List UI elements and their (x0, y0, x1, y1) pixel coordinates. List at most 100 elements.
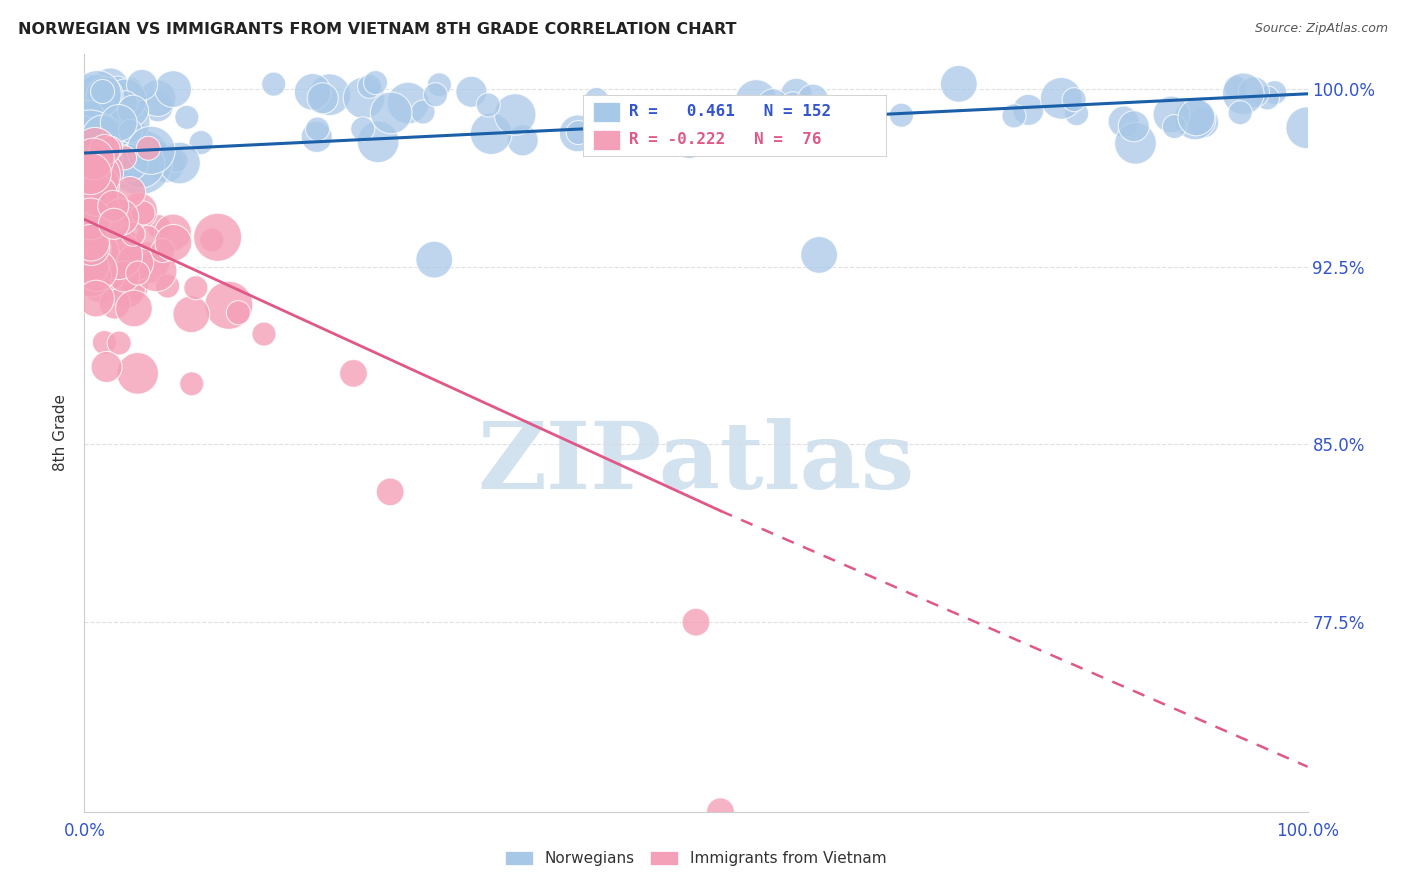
Point (146, 99, 169, 113)
Point (90, 93, 112, 107)
Point (201, 233, 224, 247)
Point (477, 98, 499, 112)
Point (136, 141, 159, 155)
Point (97, 109, 120, 123)
Point (108, 153, 131, 167)
Point (380, 484, 402, 499)
Point (93, 138, 115, 153)
Point (112, 100, 135, 114)
Point (93, 120, 115, 135)
Point (86, 87, 108, 102)
Point (890, 108, 912, 122)
Point (628, 127, 651, 141)
Point (1225, 80, 1247, 95)
Point (79, 136, 101, 150)
Point (184, 281, 207, 295)
Point (105, 85, 128, 99)
Point (87, 92, 110, 106)
Point (645, 115, 668, 129)
Point (90, 89, 112, 103)
Point (79, 227, 101, 242)
Point (1066, 106, 1088, 120)
Point (305, 129, 328, 144)
Point (817, 103, 839, 118)
Point (948, 77, 970, 91)
Point (1192, 115, 1215, 129)
Point (301, 85, 323, 99)
Point (96, 359, 118, 374)
Point (87, 88, 110, 103)
Point (180, 307, 202, 321)
Point (77, 94, 100, 108)
Point (367, 135, 389, 149)
Point (353, 91, 375, 105)
Point (96, 135, 118, 149)
Point (111, 128, 134, 143)
Point (114, 151, 136, 165)
Point (115, 283, 138, 297)
Point (91, 145, 114, 159)
Point (263, 77, 285, 91)
Point (91, 166, 114, 180)
Point (312, 91, 335, 105)
Text: ZIPatlas: ZIPatlas (478, 418, 914, 508)
Point (139, 143, 162, 157)
Point (91, 154, 114, 169)
Point (96, 152, 118, 166)
Point (79, 246, 101, 260)
Point (122, 129, 145, 144)
Point (117, 235, 139, 250)
Point (77, 91, 100, 105)
Point (83, 136, 105, 150)
Point (86, 191, 108, 205)
Point (115, 139, 138, 153)
Point (97, 120, 120, 134)
Point (89, 250, 111, 264)
Point (176, 111, 198, 125)
Point (77, 100, 100, 114)
Point (162, 235, 184, 250)
Point (80, 269, 103, 284)
Point (127, 266, 149, 280)
Point (93, 335, 115, 350)
Point (96, 153, 118, 167)
Point (101, 120, 124, 135)
Point (80, 235, 103, 250)
Point (122, 279, 145, 293)
Point (412, 105, 434, 120)
Point (79, 167, 101, 181)
Point (90, 275, 112, 289)
Point (80, 240, 103, 254)
Point (567, 126, 589, 140)
Point (93, 95, 115, 109)
Point (218, 298, 240, 312)
Point (79, 183, 101, 197)
Point (423, 252, 446, 267)
Point (1160, 107, 1182, 121)
Point (162, 82, 184, 96)
Point (709, 805, 731, 819)
Point (104, 296, 127, 310)
Point (87, 142, 110, 156)
Point (138, 255, 160, 269)
Point (86, 205, 108, 219)
Point (79, 253, 101, 268)
Point (112, 269, 135, 284)
Point (112, 87, 135, 102)
Text: Source: ZipAtlas.com: Source: ZipAtlas.com (1254, 22, 1388, 36)
Point (77, 102, 100, 116)
Point (93, 147, 115, 161)
Point (342, 367, 364, 381)
Point (1256, 91, 1278, 105)
Point (429, 78, 451, 92)
Point (307, 122, 329, 136)
Point (120, 82, 142, 96)
Point (1125, 136, 1147, 151)
Point (84, 136, 107, 150)
Point (86, 156, 108, 170)
Point (129, 157, 152, 171)
Point (762, 97, 785, 112)
Point (108, 115, 131, 129)
Point (94, 104, 117, 119)
Text: NORWEGIAN VS IMMIGRANTS FROM VIETNAM 8TH GRADE CORRELATION CHART: NORWEGIAN VS IMMIGRANTS FROM VIETNAM 8TH… (18, 22, 737, 37)
